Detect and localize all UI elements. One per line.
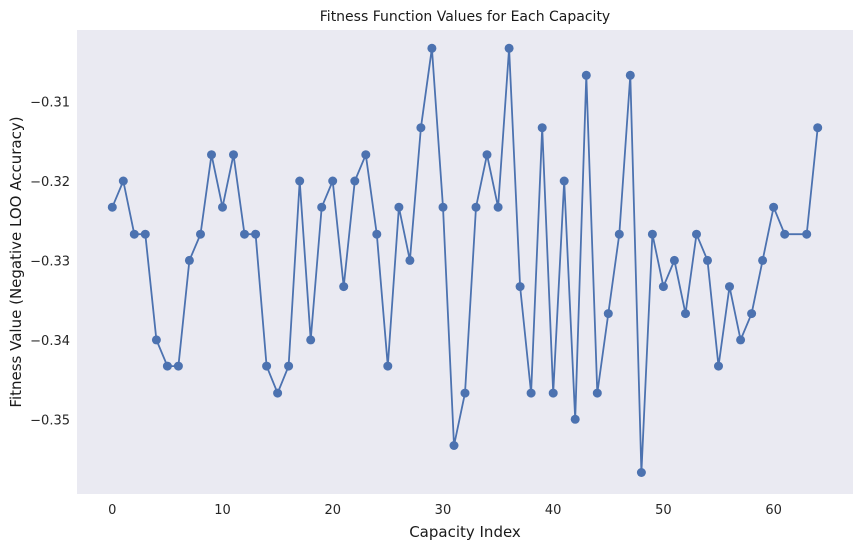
data-point: [173, 361, 183, 371]
data-point: [504, 43, 514, 53]
data-point: [603, 309, 613, 319]
data-point: [592, 388, 602, 398]
data-point: [405, 255, 415, 265]
data-point: [151, 335, 161, 345]
x-tick-label: 40: [545, 503, 562, 518]
data-point: [328, 176, 338, 186]
y-tick-label: −0.34: [30, 334, 70, 349]
data-point: [306, 335, 316, 345]
data-point: [703, 255, 712, 265]
y-tick-label: −0.33: [30, 254, 70, 269]
chart-title: Fitness Function Values for Each Capacit…: [320, 9, 610, 25]
data-point: [460, 388, 470, 398]
data-point: [581, 70, 591, 80]
data-points: [107, 43, 823, 477]
data-point: [747, 309, 757, 319]
data-point: [295, 176, 305, 186]
data-point: [140, 229, 150, 239]
data-point: [758, 255, 768, 265]
data-point: [559, 176, 569, 186]
x-tick-label: 60: [765, 503, 782, 518]
y-tick-label: −0.32: [30, 175, 70, 190]
data-point: [714, 361, 723, 371]
data-point: [273, 388, 283, 398]
data-point: [570, 414, 580, 424]
data-point: [350, 176, 360, 186]
y-tick-labels: −0.35 −0.34 −0.33 −0.32 −0.31: [30, 96, 70, 429]
data-point: [427, 43, 437, 53]
data-point: [526, 388, 536, 398]
data-point: [129, 229, 139, 239]
data-point: [416, 123, 426, 133]
data-point: [482, 150, 492, 160]
data-point: [262, 361, 272, 371]
x-axis-label: Capacity Index: [409, 523, 521, 541]
data-point: [548, 388, 558, 398]
data-point: [636, 468, 646, 477]
data-point: [658, 282, 668, 292]
data-point: [184, 255, 194, 265]
data-point: [383, 361, 393, 371]
data-point: [449, 441, 459, 450]
data-point: [692, 229, 701, 239]
data-point: [240, 229, 249, 239]
data-point: [515, 282, 525, 292]
x-tick-label: 30: [435, 503, 452, 518]
data-point: [251, 229, 261, 239]
data-point: [669, 255, 679, 265]
data-point: [614, 229, 624, 239]
data-point: [229, 150, 238, 160]
data-point: [625, 70, 635, 80]
data-point: [769, 202, 779, 212]
x-tick-label: 20: [324, 503, 341, 518]
data-point: [736, 335, 746, 345]
data-point: [218, 202, 227, 212]
data-point: [162, 361, 172, 371]
y-tick-label: −0.35: [30, 413, 70, 428]
data-point: [118, 176, 128, 186]
data-point: [339, 282, 349, 292]
data-point: [317, 202, 327, 212]
data-point: [647, 229, 657, 239]
plot-area: [77, 30, 853, 494]
data-point: [372, 229, 382, 239]
x-tick-label: 10: [214, 503, 231, 518]
x-tick-labels: 0 10 20 30 40 50 60: [108, 503, 782, 518]
data-point: [780, 229, 790, 239]
data-point: [438, 202, 448, 212]
series-line: [111, 48, 819, 473]
x-tick-label: 0: [108, 503, 116, 518]
data-point: [802, 229, 812, 239]
data-point: [493, 202, 503, 212]
data-point: [361, 150, 371, 160]
data-point: [207, 150, 216, 160]
data-point: [107, 202, 117, 212]
data-point: [725, 282, 734, 292]
y-tick-label: −0.31: [30, 96, 70, 111]
data-point: [394, 202, 404, 212]
data-point: [471, 202, 481, 212]
y-axis-label: Fitness Value (Negative LOO Accuracy): [7, 116, 25, 407]
data-point: [196, 229, 205, 239]
data-point: [681, 309, 690, 319]
data-point: [284, 361, 294, 371]
x-tick-label: 50: [655, 503, 672, 518]
data-point: [537, 123, 547, 133]
data-point: [813, 123, 823, 133]
